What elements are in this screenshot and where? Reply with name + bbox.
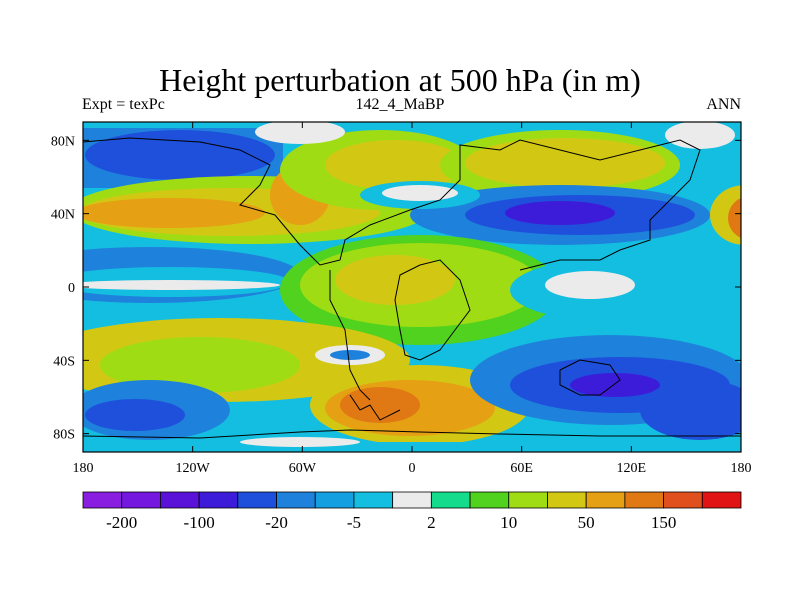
x-tick-label: 180: [73, 461, 94, 476]
contour-blob: [728, 197, 741, 239]
x-axis: 180 120W 60W 0 60E 120E 180: [73, 122, 752, 476]
x-tick-label: 0: [409, 461, 416, 476]
colorbar-swatch: [508, 491, 548, 509]
y-tick-label: 80N: [51, 134, 75, 149]
colorbar-label: 10: [500, 513, 517, 532]
contour-blob: [382, 185, 458, 201]
contour-blob: [545, 271, 635, 299]
colorbar: -200 -100 -20 -5 2 10 50 150: [82, 491, 742, 532]
contour-blob: [83, 280, 280, 290]
subtitle-experiment: Expt = texPc: [82, 96, 165, 113]
coastline: [559, 359, 621, 396]
colorbar-label: -5: [347, 513, 361, 532]
continent-outlines: [83, 137, 741, 439]
contour-blob: [330, 350, 370, 360]
colorbar-swatch: [353, 491, 394, 509]
subtitle-period: 142_4_MaBP: [355, 96, 445, 113]
colorbar-swatch: [430, 491, 471, 509]
x-tick-label: 60E: [510, 461, 533, 476]
colorbar-swatch: [585, 491, 626, 509]
contour-blob: [255, 122, 345, 144]
contour-blob: [505, 201, 615, 225]
contour-blob: [665, 122, 735, 149]
contour-blob: [240, 437, 360, 447]
colorbar-label: 2: [427, 513, 436, 532]
colorbar-swatch: [82, 491, 123, 509]
colorbar-swatch: [121, 491, 161, 509]
contour-field: [83, 122, 767, 452]
coastline: [83, 137, 701, 271]
colorbar-swatch: [160, 491, 200, 509]
y-tick-label: 0: [68, 281, 75, 296]
colorbar-swatch: [701, 491, 742, 509]
colorbar-swatch: [547, 491, 587, 509]
colorbar-swatch: [392, 491, 432, 509]
y-tick-label: 40N: [51, 208, 75, 223]
coastline: [83, 429, 741, 439]
colorbar-swatch: [314, 491, 355, 509]
contour-blob: [640, 380, 741, 440]
x-tick-label: 60W: [289, 461, 317, 476]
y-tick-label: 40S: [53, 354, 75, 369]
contour-blob: [570, 373, 660, 397]
colorbar-swatch: [469, 491, 510, 509]
contour-blob: [83, 198, 265, 228]
colorbar-label: 150: [651, 513, 677, 532]
y-axis: 80N 40N 0 40S 80S: [51, 134, 741, 443]
contour-blob: [340, 387, 420, 423]
contour-blob: [325, 140, 465, 190]
coastline: [329, 270, 371, 401]
coastline: [394, 259, 471, 361]
subtitle-season: ANN: [706, 96, 741, 113]
chart-title: Height perturbation at 500 hPa (in m): [159, 62, 641, 98]
colorbar-label: 50: [578, 513, 595, 532]
colorbar-swatch: [624, 491, 664, 509]
colorbar-label: -100: [184, 513, 215, 532]
colorbar-swatch: [663, 491, 703, 509]
contour-blob: [743, 208, 767, 232]
contour-blob: [85, 399, 185, 431]
colorbar-swatch: [198, 491, 239, 509]
colorbar-label: -200: [106, 513, 137, 532]
x-tick-label: 120W: [176, 461, 211, 476]
colorbar-label: -20: [265, 513, 288, 532]
colorbar-swatch: [276, 491, 316, 509]
contour-blob: [465, 138, 665, 188]
colorbar-swatch: [237, 491, 277, 509]
x-tick-label: 120E: [617, 461, 647, 476]
contour-blob: [710, 185, 741, 245]
contour-blob: [85, 130, 275, 180]
contour-blob: [100, 337, 300, 393]
y-tick-label: 80S: [53, 428, 75, 443]
coastline: [349, 394, 401, 421]
x-tick-label: 180: [731, 461, 752, 476]
contour-blob: [335, 255, 455, 305]
